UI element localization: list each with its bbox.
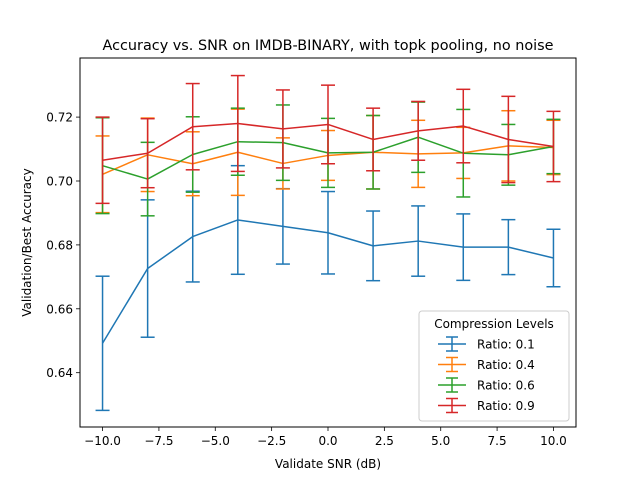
y-axis: 0.64 0.66 0.68 0.70 0.72 [46, 111, 80, 380]
x-tick-label: −10.0 [84, 434, 121, 448]
series-line [102, 122, 554, 161]
legend-box [418, 310, 570, 422]
x-tick-label: −5.0 [201, 434, 230, 448]
x-tick-label: 7.5 [488, 434, 507, 448]
x-tick-label: −2.5 [257, 434, 286, 448]
series-4 [95, 74, 561, 205]
legend-label: Ratio: 0.1 [477, 338, 535, 352]
x-tick-label: 5.0 [431, 434, 450, 448]
x-tick-label: 10.0 [540, 434, 567, 448]
chart-title: Accuracy vs. SNR on IMDB-BINARY, with to… [103, 38, 554, 54]
x-tick-label: −7.5 [144, 434, 173, 448]
legend-entries: Ratio: 0.1 Ratio: 0.4 Ratio: 0.6 Ratio: 0.9 [438, 336, 535, 414]
legend-label: Ratio: 0.6 [477, 379, 535, 393]
legend-label: Ratio: 0.4 [477, 358, 535, 372]
legend-entry: Ratio: 0.9 [438, 397, 535, 414]
y-axis-label: Validation/Best Accuracy [20, 168, 34, 316]
series-1 [95, 164, 561, 412]
x-axis: −10.0 −7.5 −5.0 −2.5 0.0 2.5 5.0 7.5 10.0 [84, 427, 567, 448]
series-line [101, 219, 554, 344]
x-tick-label: 0.0 [318, 434, 337, 448]
y-tick-label: 0.72 [46, 111, 73, 125]
plot-area [95, 74, 561, 412]
legend-label: Ratio: 0.9 [477, 399, 535, 413]
x-tick-label: 2.5 [375, 434, 394, 448]
legend-entry: Ratio: 0.4 [438, 356, 535, 373]
y-tick-label: 0.64 [46, 366, 73, 380]
y-tick-label: 0.66 [46, 302, 73, 316]
legend-entry: Ratio: 0.6 [438, 377, 535, 393]
x-axis-label: Validate SNR (dB) [275, 457, 381, 471]
y-tick-label: 0.68 [46, 238, 73, 252]
legend-entry: Ratio: 0.1 [438, 336, 535, 352]
legend-title: Compression Levels [434, 317, 554, 331]
y-tick-label: 0.70 [46, 175, 73, 189]
